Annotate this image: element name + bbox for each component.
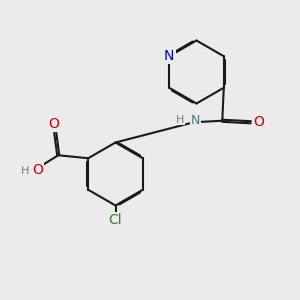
Text: N: N bbox=[190, 114, 200, 127]
Text: O: O bbox=[48, 117, 59, 131]
Text: H: H bbox=[176, 115, 184, 125]
Text: O: O bbox=[254, 115, 265, 129]
Text: H: H bbox=[21, 166, 29, 176]
Text: O: O bbox=[33, 163, 44, 177]
Text: N: N bbox=[164, 49, 174, 63]
Text: Cl: Cl bbox=[109, 214, 122, 227]
